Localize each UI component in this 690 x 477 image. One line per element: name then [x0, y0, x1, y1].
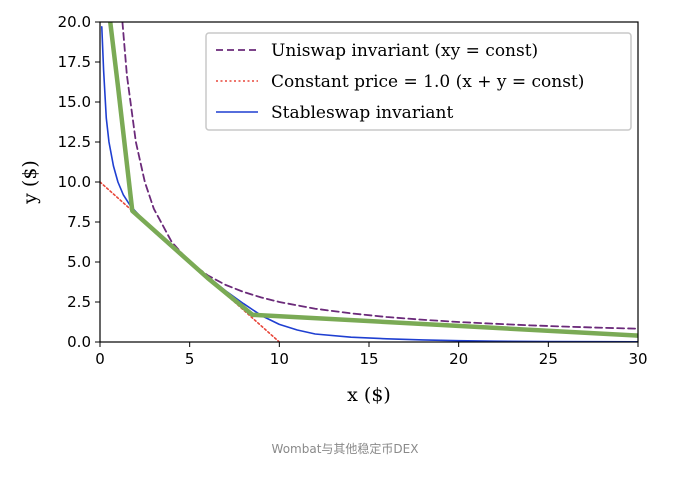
x-tick-label: 20	[449, 350, 468, 368]
y-tick-label: 0.0	[67, 333, 91, 351]
y-tick-label: 12.5	[58, 133, 91, 151]
legend-label-1: Uniswap invariant (xy = const)	[271, 41, 538, 61]
y-tick-label: 5.0	[67, 253, 91, 271]
x-tick-label: 15	[359, 350, 378, 368]
y-tick-label: 2.5	[67, 293, 91, 311]
legend-label-3: Stableswap invariant	[271, 103, 453, 123]
y-tick-label: 7.5	[67, 213, 91, 231]
series-line-4	[107, 22, 638, 338]
x-tick-label: 5	[185, 350, 195, 368]
legend: Uniswap invariant (xy = const) Constant p…	[205, 32, 632, 131]
x-tick-label: 30	[628, 350, 647, 368]
x-tick-label: 25	[539, 350, 558, 368]
y-tick-label: 15.0	[58, 93, 91, 111]
legend-box	[205, 32, 632, 131]
y-tick-label: 20.0	[58, 13, 91, 31]
y-axis-label: y ($)	[19, 160, 41, 205]
figure-caption: Wombat与其他稳定币DEX	[271, 442, 419, 456]
x-axis-ticks: 0 5 10 15 20 25 30	[95, 342, 648, 368]
y-tick-label: 10.0	[58, 173, 91, 191]
chart: 0 5 10 15 20 25 30 0.0 2.5 5.0 7.5 10.0 12.5 15.0 17.…	[19, 13, 648, 406]
x-tick-label: 0	[95, 350, 105, 368]
y-axis-ticks: 0.0 2.5 5.0 7.5 10.0 12.5 15.0 17.5 20.0	[58, 13, 100, 351]
y-tick-label: 17.5	[58, 53, 91, 71]
series-layer	[100, 22, 638, 342]
legend-label-2: Constant price = 1.0 (x + y = const)	[271, 72, 584, 92]
x-tick-label: 10	[270, 350, 289, 368]
x-axis-label: x ($)	[347, 384, 391, 406]
series-line-1	[121, 22, 638, 330]
